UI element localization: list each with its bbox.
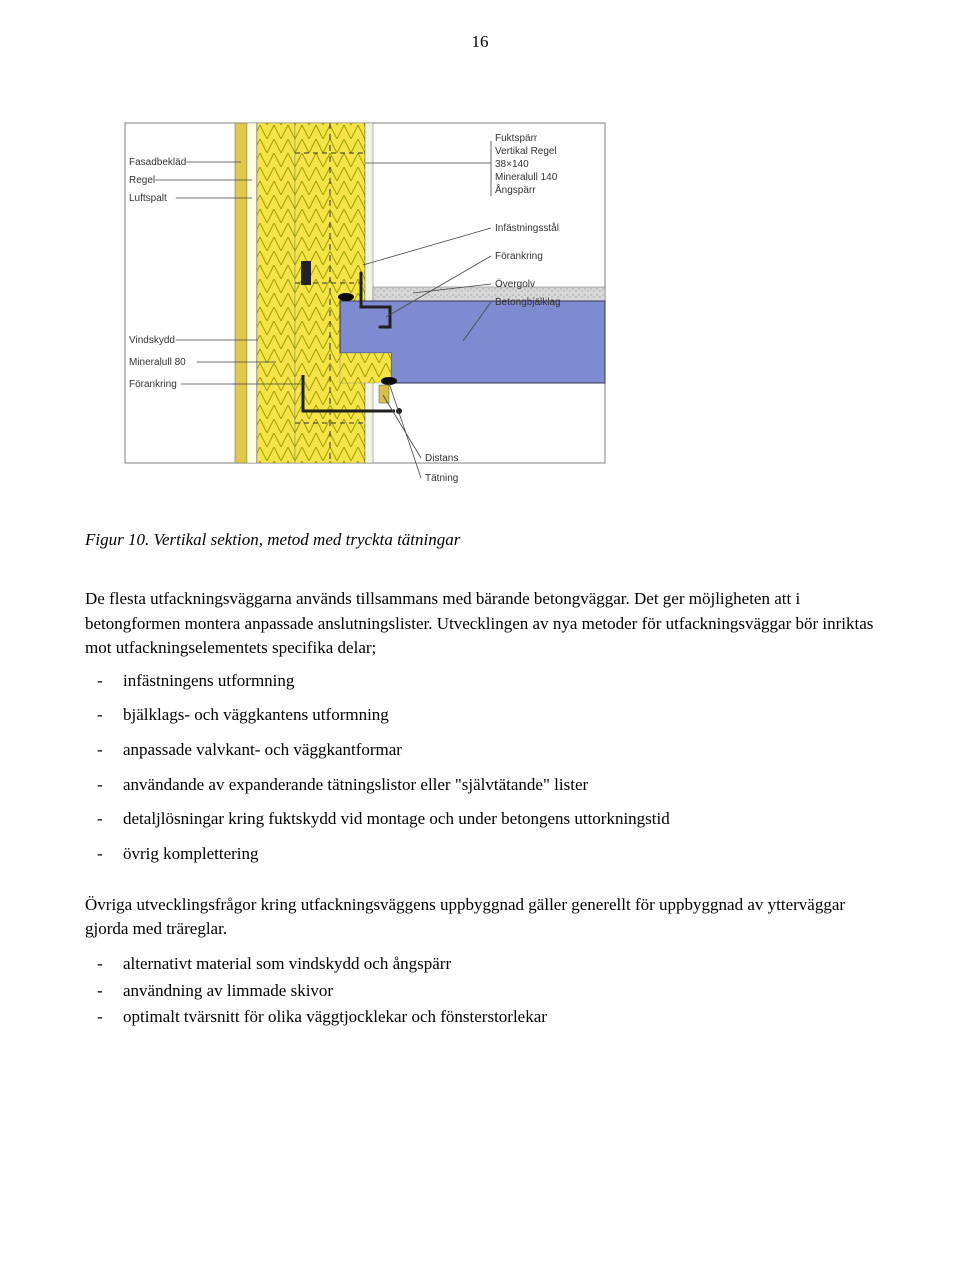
secondary-list-item: alternativt material som vindskydd och å…	[85, 952, 875, 977]
svg-text:Tätning: Tätning	[425, 473, 458, 484]
svg-text:38×140: 38×140	[495, 159, 529, 170]
figure-caption: Figur 10. Vertikal sektion, metod med tr…	[85, 528, 875, 553]
svg-text:Betongbjälklag: Betongbjälklag	[495, 297, 561, 308]
svg-text:Luftspalt: Luftspalt	[129, 193, 167, 204]
secondary-list-item: användning av limmade skivor	[85, 979, 875, 1004]
svg-text:Fuktspärr: Fuktspärr	[495, 133, 538, 144]
svg-text:Övergolv: Övergolv	[495, 278, 535, 290]
secondary-list: alternativt material som vindskydd och å…	[85, 952, 875, 1030]
secondary-list-item: optimalt tvärsnitt för olika väggtjockle…	[85, 1005, 875, 1030]
svg-text:Vindskydd: Vindskydd	[129, 335, 175, 346]
intro-paragraph: De flesta utfackningsväggarna används ti…	[85, 587, 875, 661]
svg-text:Vertikal Regel: Vertikal Regel	[495, 146, 557, 157]
feature-list-item: detaljlösningar kring fuktskydd vid mont…	[85, 807, 875, 832]
svg-text:Mineralull 140: Mineralull 140	[495, 172, 558, 183]
svg-text:Regel: Regel	[129, 175, 155, 186]
svg-text:Ångspärr: Ångspärr	[495, 183, 536, 196]
feature-list: infästningens utformning bjälklags- och v…	[85, 669, 875, 867]
svg-text:Distans: Distans	[425, 453, 458, 464]
mid-paragraph: Övriga utvecklingsfrågor kring utfacknin…	[85, 893, 875, 942]
svg-text:Mineralull 80: Mineralull 80	[129, 357, 186, 368]
svg-text:Fasadbekläd: Fasadbekläd	[129, 157, 186, 168]
feature-list-item: övrig komplettering	[85, 842, 875, 867]
feature-list-item: infästningens utformning	[85, 669, 875, 694]
feature-list-item: bjälklags- och väggkantens utformning	[85, 703, 875, 728]
svg-text:Infästningsstål: Infästningsstål	[495, 222, 559, 234]
page-number: 16	[85, 30, 875, 55]
svg-text:Förankring: Förankring	[129, 379, 177, 390]
svg-text:Förankring: Förankring	[495, 251, 543, 262]
feature-list-item: användande av expanderande tätningslisto…	[85, 773, 875, 798]
section-diagram: Fasadbekläd Regel Luftspalt Vindskydd Minera…	[85, 83, 645, 511]
feature-list-item: anpassade valvkant- och väggkantformar	[85, 738, 875, 763]
